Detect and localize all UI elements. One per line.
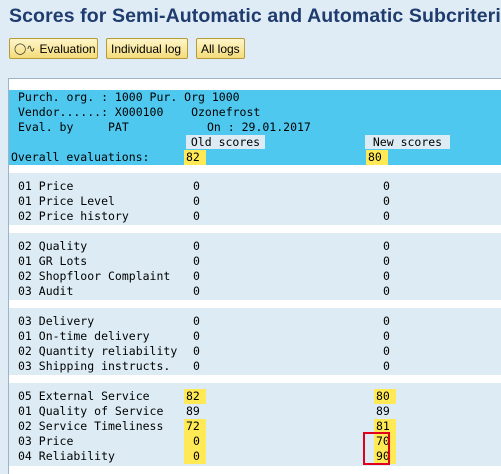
new-score: 90 (374, 449, 396, 464)
vendor-line: Vendor......: X000100 Ozonefrost (9, 105, 501, 120)
criterion-label: 01 Price (18, 179, 74, 193)
score-row: 03 Audit 0 0 (9, 284, 501, 299)
new-score: 0 (383, 179, 390, 193)
new-score: 81 (374, 419, 396, 434)
all-logs-label: All logs (201, 41, 240, 56)
old-score: 0 (193, 254, 200, 268)
group-band (9, 308, 501, 375)
score-row: 02 Quantity reliability 0 0 (9, 344, 501, 359)
score-row: 01 Quality of Service 89 89 (9, 404, 501, 419)
individual-log-label: Individual log (111, 41, 182, 56)
old-score: 0 (193, 329, 200, 343)
score-row: 02 Shopfloor Complaint 0 0 (9, 269, 501, 284)
new-score: 0 (383, 344, 390, 358)
old-score: 0 (193, 239, 200, 253)
new-score: 0 (383, 254, 390, 268)
criterion-label: 02 Price history (18, 209, 129, 223)
old-score: 72 (184, 419, 206, 434)
new-score: 0 (383, 314, 390, 328)
new-score: 0 (383, 194, 390, 208)
old-score: 0 (193, 179, 200, 193)
criterion-label: 05 External Service (18, 389, 150, 403)
criterion-label: 01 Quality of Service (18, 404, 164, 418)
score-row: 01 GR Lots 0 0 (9, 254, 501, 269)
criterion-label: 03 Audit (18, 284, 74, 298)
red-highlight-box (363, 432, 390, 465)
old-score: 0 (193, 284, 200, 298)
criterion-label: 01 Price Level (18, 194, 115, 208)
old-score: 0 (184, 449, 206, 464)
new-scores-header: New scores (365, 135, 450, 149)
score-row: 01 Price 0 0 (9, 179, 501, 194)
score-row: 03 Price 0 70 (9, 434, 501, 449)
new-score: 89 (376, 404, 390, 418)
criterion-label: 02 Quantity reliability (18, 344, 178, 358)
new-score: 0 (383, 239, 390, 253)
criterion-label: 01 GR Lots (18, 254, 88, 268)
old-score: 0 (193, 194, 200, 208)
overall-new-score: 80 (366, 150, 388, 165)
score-row: 01 Price Level 0 0 (9, 194, 501, 209)
criterion-label: 03 Delivery (18, 314, 95, 328)
new-score: 0 (383, 209, 390, 223)
overall-old-score: 82 (184, 150, 206, 165)
score-row: 02 Price history 0 0 (9, 209, 501, 224)
title-bar: Scores for Semi-Automatic and Automatic … (0, 0, 501, 36)
group-band (9, 173, 501, 225)
page-title: Scores for Semi-Automatic and Automatic … (9, 5, 501, 27)
group-band (9, 383, 501, 466)
old-score: 0 (193, 344, 200, 358)
criterion-label: 02 Shopfloor Complaint (18, 269, 171, 283)
criterion-label: 03 Shipping instructs. (18, 359, 171, 373)
criterion-label: 02 Service Timeliness (18, 419, 164, 433)
application-toolbar: ◯∿ Evaluation Individual log All logs (0, 36, 501, 62)
overall-evaluation-line: Overall evaluations: 82 80 (9, 150, 501, 165)
old-score: 0 (193, 314, 200, 328)
evaluation-button[interactable]: ◯∿ Evaluation (9, 38, 98, 59)
criterion-label: 01 On-time delivery (18, 329, 150, 343)
score-row: 03 Shipping instructs. 0 0 (9, 359, 501, 374)
new-score: 80 (374, 389, 396, 404)
glasses-icon: ◯∿ (14, 43, 36, 55)
score-row: 02 Quality 0 0 (9, 239, 501, 254)
old-scores-header: Old scores (186, 135, 265, 149)
old-score: 0 (184, 434, 206, 449)
group-band (9, 233, 501, 300)
purch-org-line: Purch. org. : 1000 Pur. Org 1000 (9, 90, 501, 105)
all-logs-button[interactable]: All logs (196, 38, 245, 59)
old-score: 82 (184, 389, 206, 404)
new-score: 0 (383, 269, 390, 283)
score-row: 01 On-time delivery 0 0 (9, 329, 501, 344)
score-row: 04 Reliability 0 90 (9, 449, 501, 464)
criterion-label: 02 Quality (18, 239, 88, 253)
old-score: 89 (186, 404, 200, 418)
score-row: 05 External Service 82 80 (9, 389, 501, 404)
criterion-label: 04 Reliability (18, 449, 115, 463)
eval-by-line: Eval. by PAT On : 29.01.2017 (9, 120, 501, 135)
old-score: 0 (193, 269, 200, 283)
old-score: 0 (193, 359, 200, 373)
score-row: 02 Service Timeliness 72 81 (9, 419, 501, 434)
criterion-label: 03 Price (18, 434, 74, 448)
new-score: 70 (374, 434, 396, 449)
column-header-line: Old scores New scores (9, 135, 501, 150)
new-score: 0 (383, 359, 390, 373)
new-score: 0 (383, 329, 390, 343)
old-score: 0 (193, 209, 200, 223)
new-score: 0 (383, 284, 390, 298)
score-row: 03 Delivery 0 0 (9, 314, 501, 329)
evaluation-label: Evaluation (39, 41, 96, 56)
individual-log-button[interactable]: Individual log (106, 38, 188, 59)
overall-label: Overall evaluations: (11, 150, 150, 164)
